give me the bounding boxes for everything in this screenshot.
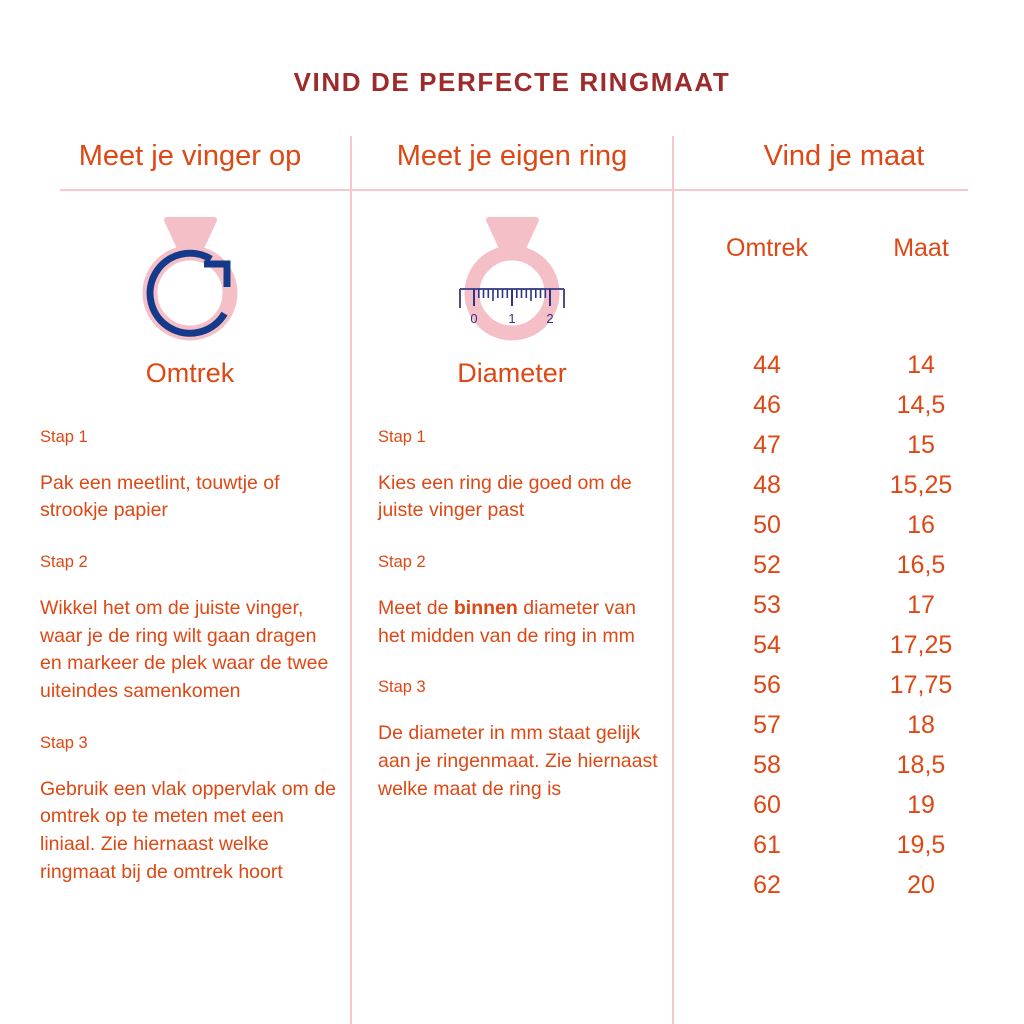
column-divider-1 <box>350 136 352 1024</box>
table-row: 57 18 <box>690 705 998 745</box>
cell-omtrek: 46 <box>753 390 781 419</box>
steps-measure-finger: Stap 1 Pak een meetlint, touwtje of stro… <box>40 428 340 914</box>
table-row: 50 16 <box>690 505 998 545</box>
table-row: 54 17,25 <box>690 625 998 665</box>
cell-omtrek: 60 <box>753 790 781 819</box>
step-text-before: Meet de <box>378 596 454 619</box>
column-header-measure-ring: Meet je eigen ring <box>396 140 628 172</box>
sub-label-omtrek: Omtrek <box>145 358 235 388</box>
cell-maat: 14 <box>907 350 935 379</box>
step-label: Stap 1 <box>378 428 426 446</box>
column-header-measure-finger: Meet je vinger op <box>78 140 302 172</box>
step-text: Wikkel het om de juiste vinger, waar je … <box>40 596 329 703</box>
table-row: 61 19,5 <box>690 825 998 865</box>
step-label: Stap 2 <box>40 553 88 572</box>
ruler-tick-2: 2 <box>546 311 553 326</box>
cell-maat: 18,5 <box>896 750 946 779</box>
cell-maat: 14,5 <box>896 390 946 419</box>
step-label: Stap 3 <box>40 733 88 752</box>
table-row: 46 14,5 <box>690 385 998 425</box>
table-column-header-maat: Maat <box>893 234 949 262</box>
step-label: Stap 2 <box>378 553 426 572</box>
step-text-bold: binnen <box>453 596 518 619</box>
table-row: 48 15,25 <box>690 465 998 505</box>
cell-omtrek: 53 <box>753 590 781 619</box>
cell-maat: 18 <box>907 710 935 739</box>
ring-with-circular-arrow-icon <box>35 205 345 345</box>
ring-circular-arrow-svg <box>142 217 238 341</box>
cell-omtrek: 58 <box>753 750 781 779</box>
step-text: Gebruik een vlak oppervlak om de omtrek … <box>40 777 336 883</box>
cell-omtrek: 52 <box>753 550 781 579</box>
cell-maat: 17 <box>907 590 935 619</box>
step-label: Stap 1 <box>40 428 88 446</box>
table-row: 58 18,5 <box>690 745 998 785</box>
step-text-rich: Meet de binnen diameter van het midden v… <box>378 595 658 650</box>
cell-maat: 16 <box>907 510 935 539</box>
cell-maat: 15,25 <box>889 470 953 499</box>
cell-omtrek: 48 <box>753 470 781 499</box>
step-label: Stap 3 <box>378 678 426 697</box>
table-row: 44 14 <box>690 345 998 385</box>
table-row: 53 17 <box>690 585 998 625</box>
ruler-tick-1: 1 <box>508 311 515 326</box>
sub-label-diameter: Diameter <box>457 358 567 388</box>
size-table: 44 14 46 14,5 47 15 48 15,25 50 16 52 16,5 53 17 54 17,… <box>690 345 998 905</box>
cell-omtrek: 44 <box>753 350 781 379</box>
header-rule-3 <box>674 189 968 191</box>
cell-maat: 19 <box>907 790 935 819</box>
header-rule-1 <box>60 189 350 191</box>
cell-omtrek: 61 <box>753 830 781 859</box>
cell-omtrek: 62 <box>753 870 781 899</box>
cell-omtrek: 57 <box>753 710 781 739</box>
ring-ruler-svg: 0 1 2 <box>459 217 565 341</box>
cell-maat: 17,25 <box>889 630 953 659</box>
table-row: 52 16,5 <box>690 545 998 585</box>
ring-with-ruler-icon: 0 1 2 <box>357 205 667 345</box>
table-row: 62 20 <box>690 865 998 905</box>
table-row: 47 15 <box>690 425 998 465</box>
step-text: Pak een meetlint, touwtje of strookje pa… <box>40 471 280 522</box>
cell-maat: 20 <box>907 870 935 899</box>
step-text: Kies een ring die goed om de juiste ving… <box>378 471 632 522</box>
header-rule-2 <box>352 189 672 191</box>
cell-omtrek: 50 <box>753 510 781 539</box>
steps-measure-ring: Stap 1 Kies een ring die goed om de juis… <box>378 428 658 831</box>
page-title: VIND DE PERFECTE RINGMAAT <box>293 67 731 97</box>
column-header-find-size: Vind je maat <box>763 140 925 172</box>
table-row: 60 19 <box>690 785 998 825</box>
table-column-header-omtrek: Omtrek <box>726 234 808 262</box>
column-divider-2 <box>672 136 674 1024</box>
cell-maat: 17,75 <box>889 670 953 699</box>
table-row: 56 17,75 <box>690 665 998 705</box>
cell-maat: 16,5 <box>896 550 946 579</box>
ruler-tick-0: 0 <box>470 311 477 326</box>
cell-omtrek: 54 <box>753 630 781 659</box>
cell-maat: 15 <box>907 430 935 459</box>
cell-omtrek: 47 <box>753 430 781 459</box>
cell-omtrek: 56 <box>753 670 781 699</box>
step-text: De diameter in mm staat gelijk aan je ri… <box>378 722 658 800</box>
cell-maat: 19,5 <box>896 830 946 859</box>
step-text-after: diameter van het midden van de ring in m… <box>378 596 636 647</box>
